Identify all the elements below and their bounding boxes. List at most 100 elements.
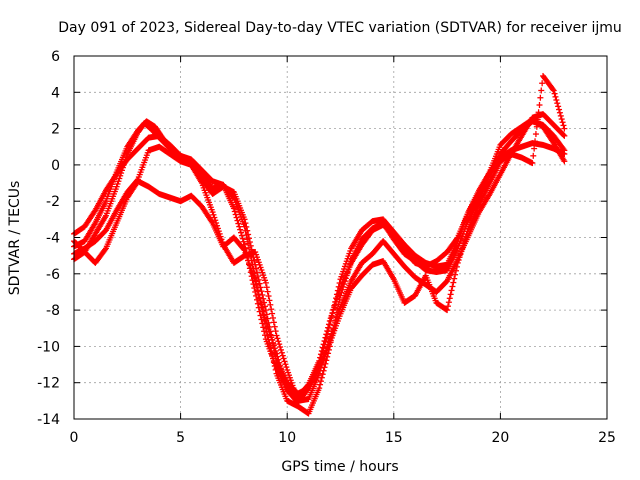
data-point-marker	[276, 341, 283, 348]
x-tick-label: 10	[278, 430, 296, 446]
data-point-marker	[114, 180, 121, 187]
data-point-marker	[279, 352, 286, 359]
data-point-marker	[242, 227, 249, 234]
data-points	[71, 72, 568, 417]
data-point-marker	[257, 312, 264, 319]
data-point-marker	[239, 235, 246, 242]
data-point-marker	[332, 301, 339, 308]
data-point-marker	[234, 217, 241, 224]
data-point-marker	[325, 321, 332, 328]
data-point-marker	[277, 344, 284, 351]
data-point-marker	[238, 232, 245, 239]
data-point-marker	[280, 355, 287, 362]
data-point-marker	[272, 328, 279, 335]
y-tick-label: 6	[51, 49, 60, 65]
data-point-marker	[333, 296, 340, 303]
data-point-marker	[281, 358, 288, 365]
data-point-marker	[253, 269, 260, 276]
data-point-marker	[214, 222, 221, 229]
data-point-marker	[317, 381, 324, 388]
data-point-marker	[252, 288, 259, 295]
data-point-marker	[237, 226, 244, 233]
data-point-marker	[260, 324, 267, 331]
data-point-marker	[262, 307, 269, 314]
x-axis-label: GPS time / hours	[281, 459, 398, 475]
data-point-marker	[115, 178, 122, 185]
data-point-marker	[270, 319, 277, 326]
data-point-marker	[209, 209, 216, 216]
y-tick-label: -2	[46, 194, 60, 210]
data-point-marker	[326, 317, 333, 324]
data-point-marker	[232, 211, 239, 218]
data-point-marker	[265, 293, 272, 300]
data-point-marker	[322, 334, 329, 341]
y-tick-label: -14	[37, 412, 60, 428]
data-point-marker	[327, 315, 334, 322]
data-point-marker	[271, 323, 278, 330]
data-point-marker	[277, 346, 284, 353]
data-point-marker	[323, 331, 330, 338]
y-tick-label: -8	[46, 303, 60, 319]
y-tick-label: -4	[46, 231, 60, 247]
data-point-marker	[262, 279, 269, 286]
data-point-marker	[328, 312, 335, 319]
data-point-marker	[330, 307, 337, 314]
data-point-marker	[240, 238, 247, 245]
series-track-d	[71, 111, 568, 404]
data-point-marker	[334, 293, 341, 300]
data-point-marker	[269, 310, 276, 317]
data-point-marker	[233, 214, 240, 221]
data-point-marker	[333, 298, 340, 305]
data-point-marker	[267, 301, 274, 308]
y-tick-label: 0	[51, 158, 60, 174]
data-point-marker	[283, 364, 290, 371]
data-point-marker	[245, 240, 252, 247]
data-point-marker	[116, 175, 123, 182]
data-point-marker	[331, 304, 338, 311]
data-point-marker	[266, 297, 273, 304]
data-point-marker	[453, 235, 460, 242]
data-point-marker	[321, 337, 328, 344]
data-point-marker	[275, 338, 282, 345]
data-point-marker	[236, 223, 243, 230]
data-point-marker	[263, 284, 270, 291]
y-axis-label: SDTVAR / TECUs	[7, 181, 23, 296]
data-point-marker	[316, 385, 323, 392]
data-point-marker	[278, 349, 285, 356]
data-point-marker	[325, 324, 332, 331]
data-point-marker	[238, 229, 245, 236]
data-point-marker	[324, 327, 331, 334]
data-point-marker	[269, 314, 276, 321]
data-point-marker	[246, 244, 253, 251]
x-tick-label: 5	[176, 430, 185, 446]
series-track-c	[71, 132, 568, 401]
data-point-marker	[261, 328, 268, 335]
x-tick-label: 20	[491, 430, 509, 446]
y-tick-label: 2	[51, 122, 60, 138]
data-point-marker	[264, 288, 271, 295]
y-tick-label: -10	[37, 339, 60, 355]
data-point-marker	[273, 332, 280, 339]
data-point-marker	[210, 211, 217, 218]
data-point-marker	[317, 378, 324, 385]
data-point-marker	[261, 332, 268, 339]
data-point-marker	[113, 183, 120, 190]
x-tick-label: 15	[385, 430, 403, 446]
chart-title: Day 091 of 2023, Sidereal Day-to-day VTE…	[58, 20, 622, 36]
data-point-marker	[282, 361, 289, 368]
data-point-marker	[230, 205, 237, 212]
y-tick-label: 4	[51, 85, 60, 101]
data-point-marker	[241, 223, 248, 230]
data-point-marker	[335, 290, 342, 297]
data-point-marker	[329, 309, 336, 316]
data-point-marker	[235, 220, 242, 227]
x-tick-label: 0	[70, 430, 79, 446]
data-point-marker	[336, 280, 343, 287]
data-point-marker	[274, 335, 281, 342]
data-point-marker	[561, 151, 568, 158]
data-point-marker	[211, 214, 218, 221]
data-point-marker	[268, 306, 275, 313]
x-tick-label: 25	[598, 430, 616, 446]
data-point-marker	[231, 208, 238, 215]
y-tick-label: -12	[37, 376, 60, 392]
